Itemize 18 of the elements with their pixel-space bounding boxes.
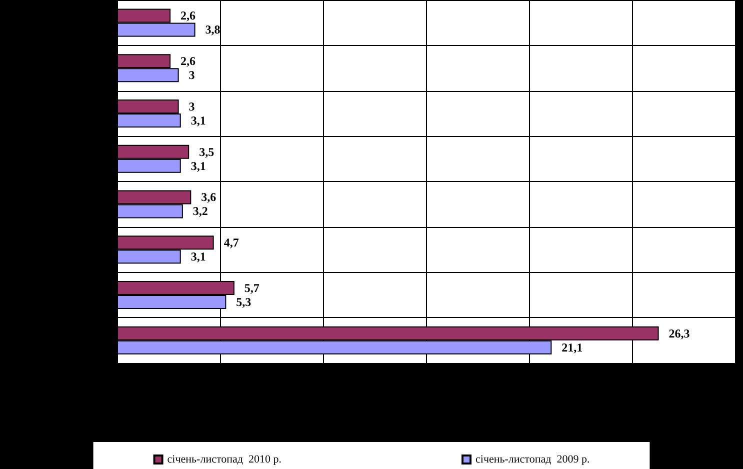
data-label: 3,1 — [190, 113, 206, 128]
legend-label: січень-листопад 2009 р. — [476, 454, 590, 466]
data-label: 3 — [188, 99, 195, 114]
data-label: 3,1 — [190, 158, 206, 173]
data-label: 3,8 — [205, 22, 220, 37]
data-label: 4,7 — [224, 236, 239, 250]
data-label: 5,3 — [236, 294, 252, 309]
data-label: 3,2 — [192, 204, 208, 218]
data-label: 2,6 — [180, 8, 196, 23]
data-label: 3,5 — [199, 144, 214, 159]
data-label: 2,6 — [180, 54, 196, 68]
data-label: 21,1 — [562, 340, 583, 354]
data-label: 3 — [188, 68, 195, 82]
data-label: 3,1 — [190, 250, 206, 264]
data-label: 3,6 — [201, 190, 216, 204]
data-label: 26,3 — [668, 326, 690, 340]
legend-label: січень-листопад 2010 р. — [167, 454, 282, 466]
data-label: 5,7 — [244, 280, 260, 295]
